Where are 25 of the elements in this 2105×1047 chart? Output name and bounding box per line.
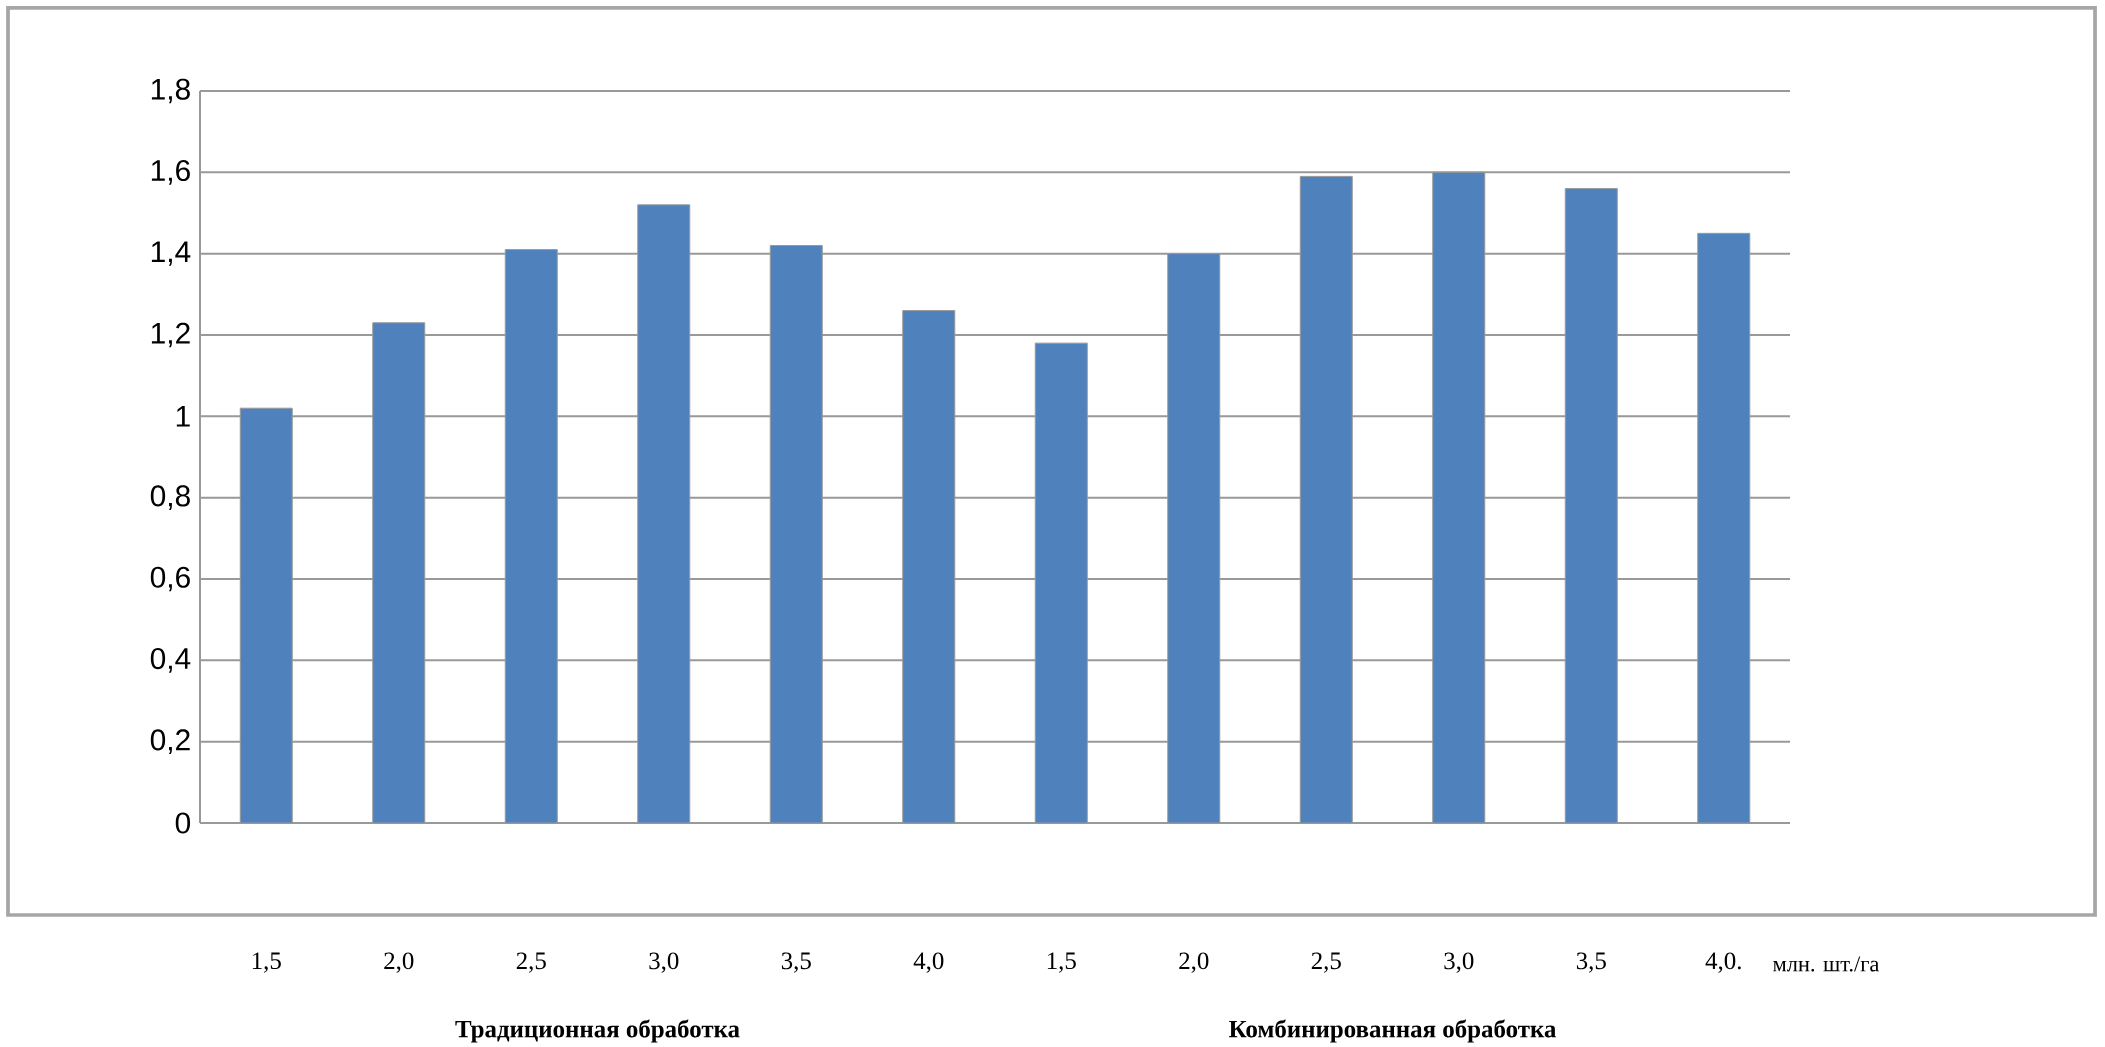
y-tick-label: 0,6 bbox=[150, 566, 190, 592]
text: Традиционная обработка bbox=[455, 1019, 740, 1043]
x-tick-label: 3,5 bbox=[781, 952, 811, 973]
y-tick-label: 1 bbox=[176, 406, 190, 427]
y-tick-label: 0,2 bbox=[150, 729, 190, 755]
x-tick-label: 2,0 bbox=[384, 952, 414, 973]
x-tick-label: 1,5 bbox=[252, 952, 281, 973]
y-tick-label: 0,8 bbox=[150, 485, 190, 511]
y-tick-label: 0 bbox=[175, 812, 191, 834]
y-tick-label: 1,6 bbox=[151, 159, 190, 185]
x-tick-label: 1,5 bbox=[1047, 952, 1076, 973]
x-tick-label: 2,5 bbox=[516, 952, 546, 973]
text: Комбинированная обработка bbox=[1229, 1019, 1557, 1043]
x-tick-label: 3,5 bbox=[1576, 952, 1606, 973]
y-tick-label: 0,4 bbox=[150, 648, 191, 673]
y-tick-label: 1,4 bbox=[151, 241, 191, 266]
y-tick-label: 1,2 bbox=[151, 322, 190, 348]
x-tick-label: 3,0 bbox=[649, 952, 679, 973]
x-tick-label: 2,5 bbox=[1311, 952, 1341, 973]
x-tick-label: 4,0. bbox=[1705, 952, 1741, 973]
y-tick-label: 1,8 bbox=[151, 78, 190, 104]
x-tick-label: 3,0 bbox=[1444, 952, 1474, 973]
x-tick-label: 4,0 bbox=[913, 952, 944, 973]
x-axis-title: млн. шт./га bbox=[1773, 956, 1880, 972]
x-tick-label: 2,0 bbox=[1179, 952, 1209, 973]
